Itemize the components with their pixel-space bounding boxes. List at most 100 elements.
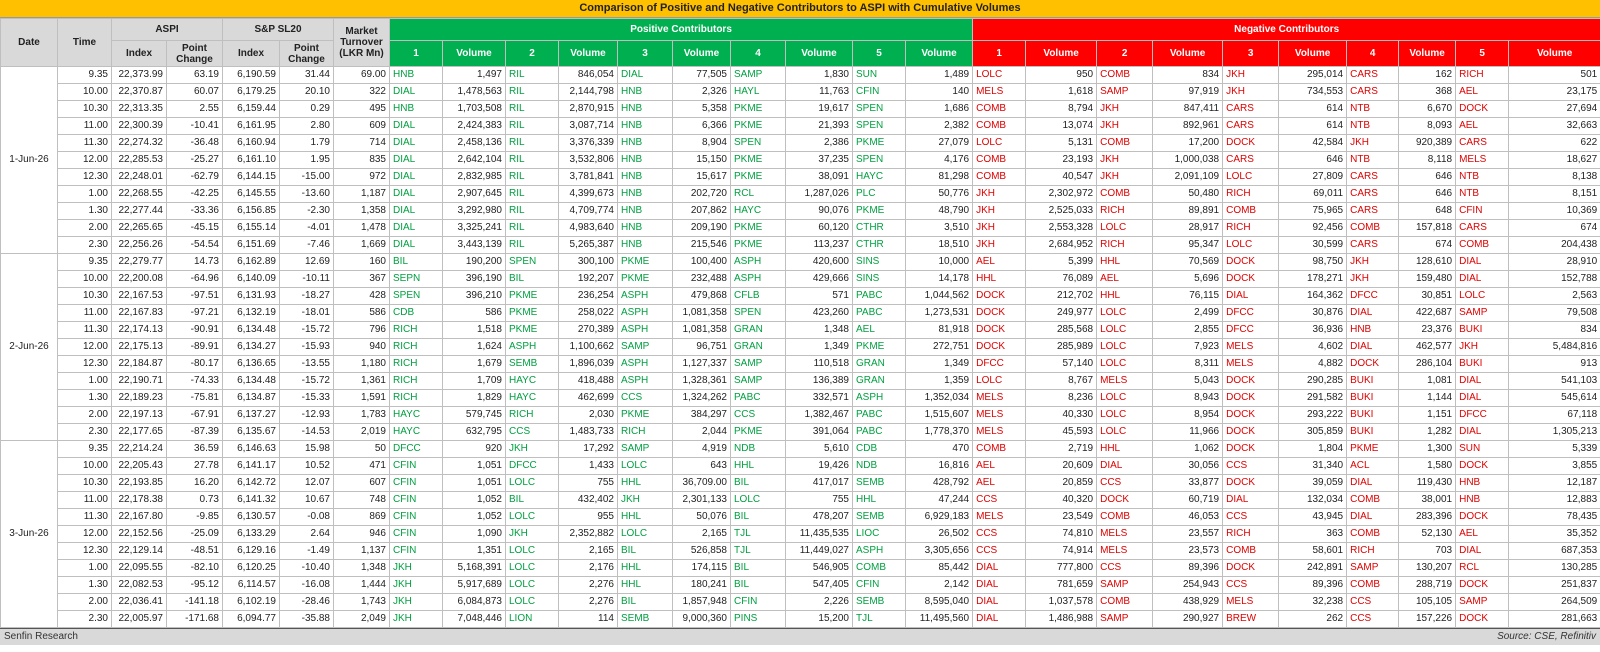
volume-cell: 332,571 [785, 389, 853, 407]
volume-cell: 174,115 [672, 559, 731, 577]
value-cell: 2,049 [333, 610, 390, 628]
value-cell: 160 [333, 253, 390, 271]
volume-cell: 470 [904, 440, 974, 458]
volume-cell: 4,602 [1278, 338, 1348, 356]
ticker-cell: SPEN [389, 287, 443, 305]
volume-cell: 28,910 [1508, 253, 1600, 271]
ticker-cell: PABC [730, 389, 786, 407]
ticker-cell: LOLC [1096, 355, 1154, 373]
header-rank: 4 [730, 40, 786, 67]
volume-cell: 674 [1508, 219, 1600, 237]
volume-cell: 1,144 [1398, 389, 1457, 407]
ticker-cell: CCS [972, 491, 1027, 509]
time-cell: 1.00 [57, 372, 112, 390]
ticker-cell: AEL [972, 457, 1027, 475]
volume-cell: 3,443,139 [442, 236, 506, 254]
ticker-cell: GRAN [730, 321, 786, 339]
data-row: 10.00 22,370.87 60.07 6,179.25 20.10 322 DIAL 1… [1, 83, 1600, 101]
data-row: 10.30 22,313.35 2.55 6,159.44 0.29 495 HNB 1,70… [1, 100, 1600, 118]
ticker-cell: GRAN [852, 355, 906, 373]
volume-cell: 2,302,972 [1025, 185, 1098, 203]
value-cell: -18.01 [279, 304, 334, 322]
volume-cell: 57,140 [1025, 355, 1098, 373]
value-cell: 714 [333, 134, 390, 152]
value-cell: 1,358 [333, 202, 390, 220]
value-cell: 835 [333, 151, 390, 169]
ticker-cell: NTB [1346, 151, 1400, 169]
volume-cell: 2,176 [558, 559, 618, 577]
volume-cell: 85,442 [904, 559, 974, 577]
ticker-cell: CARS [1222, 151, 1280, 169]
volume-cell: 242,891 [1278, 559, 1348, 577]
volume-cell: 1,857,948 [672, 593, 731, 611]
volume-cell: 571 [785, 287, 853, 305]
volume-cell: 2,276 [558, 593, 618, 611]
ticker-cell: HHL [617, 508, 673, 526]
volume-cell: 422,687 [1398, 304, 1457, 322]
ticker-cell: MELS [1455, 151, 1510, 169]
volume-cell: 15,200 [785, 610, 853, 628]
volume-cell: 291,582 [1278, 389, 1348, 407]
volume-cell: 30,851 [1398, 287, 1457, 305]
volume-cell: 1,703,508 [442, 100, 506, 118]
ticker-cell: DIAL [972, 559, 1027, 577]
value-cell: 1,669 [333, 236, 390, 254]
ticker-cell: SAMP [730, 355, 786, 373]
volume-cell: 81,918 [904, 321, 974, 339]
volume-cell: 2,165 [558, 542, 618, 560]
value-cell: 6,179.25 [222, 83, 280, 101]
volume-cell: 1,679 [442, 355, 506, 373]
header-row: Index Point Change Index Point Change 1 Volum… [1, 40, 1600, 67]
ticker-cell: BREW [1222, 610, 1280, 628]
value-cell: 69.00 [333, 66, 390, 84]
volume-cell: 36,936 [1278, 321, 1348, 339]
ticker-cell: CCS [1346, 610, 1400, 628]
ticker-cell: DFCC [389, 440, 443, 458]
value-cell: -42.25 [166, 185, 223, 203]
value-cell: 22,167.83 [111, 304, 167, 322]
ticker-cell: SAMP [617, 338, 673, 356]
volume-cell: 283,396 [1398, 508, 1457, 526]
volume-cell: 429,666 [785, 270, 853, 288]
ticker-cell: DIAL [1455, 389, 1510, 407]
volume-cell: 1,287,026 [785, 185, 853, 203]
volume-cell: 16,816 [904, 457, 974, 475]
value-cell: 940 [333, 338, 390, 356]
volume-cell: 1,618 [1025, 83, 1098, 101]
value-cell: -10.11 [279, 270, 334, 288]
ticker-cell: JKH [1346, 253, 1400, 271]
ticker-cell: JKH [972, 236, 1027, 254]
data-row: 12.30 22,129.14 -48.51 6,129.16 -1.49 1,137 CF… [1, 542, 1600, 560]
data-row: 2.30 22,177.65 -87.39 6,135.67 -14.53 2,019 HA… [1, 423, 1600, 441]
time-cell: 9.35 [57, 66, 112, 84]
volume-cell: 40,320 [1025, 491, 1098, 509]
value-cell: -97.51 [166, 287, 223, 305]
volume-cell: 7,923 [1152, 338, 1224, 356]
ticker-cell: DOCK [972, 287, 1027, 305]
value-cell: 6,141.17 [222, 457, 280, 475]
volume-cell: 258,022 [558, 304, 618, 322]
volume-cell: 10,000 [904, 253, 974, 271]
value-cell: -25.27 [166, 151, 223, 169]
ticker-cell: NDB [852, 457, 906, 475]
ticker-cell: RICH [1222, 525, 1280, 543]
volume-cell: 1,282 [1398, 423, 1457, 441]
value-cell: 748 [333, 491, 390, 509]
ticker-cell: BIL [730, 474, 786, 492]
ticker-cell: CARS [1346, 185, 1400, 203]
time-cell: 1.30 [57, 202, 112, 220]
time-cell: 11.00 [57, 491, 112, 509]
value-cell: 428 [333, 287, 390, 305]
ticker-cell: CFIN [389, 508, 443, 526]
volume-cell: 674 [1398, 236, 1457, 254]
data-row: 11.00 22,178.38 0.73 6,141.32 10.67 748 CFIN 1,… [1, 491, 1600, 509]
ticker-cell: JKH [1222, 83, 1280, 101]
ticker-cell: DOCK [1222, 440, 1280, 458]
volume-cell: 50,776 [904, 185, 974, 203]
ticker-cell: JKH [972, 185, 1027, 203]
volume-cell: 501 [1508, 66, 1600, 84]
contributors-table: Date Time ASPI S&P SL20 Market Turnover (LKR… [0, 18, 1600, 628]
value-cell: 14.73 [166, 253, 223, 271]
ticker-cell: CFIN [389, 491, 443, 509]
value-cell: 2.64 [279, 525, 334, 543]
